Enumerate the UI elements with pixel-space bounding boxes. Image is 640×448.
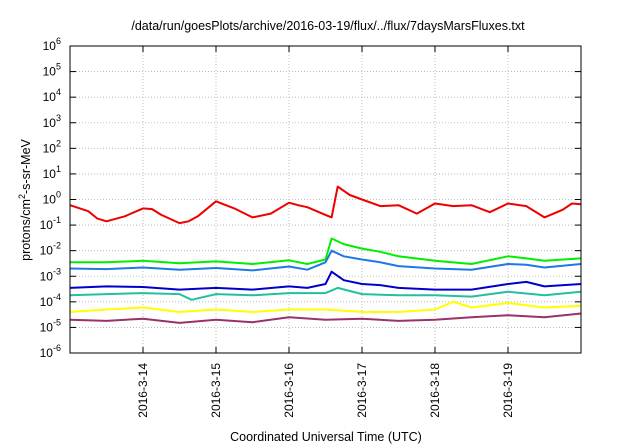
y-tick-label: 102 (43, 138, 61, 155)
y-tick-base: 10 (43, 193, 57, 207)
y-tick-base: 10 (40, 244, 54, 258)
y-tick-base: 10 (43, 90, 57, 104)
y-tick-exponent: -6 (53, 343, 61, 353)
x-tick-label: 2016-3-19 (501, 363, 515, 418)
grid-lines (70, 46, 581, 353)
y-tick-exponent: 6 (56, 36, 61, 46)
x-tick-label: 2016-3-16 (282, 363, 296, 418)
y-tick-exponent: -1 (53, 215, 61, 225)
y-tick-label: 100 (43, 190, 61, 207)
y-tick-label: 103 (43, 113, 61, 130)
y-tick-exponent: 0 (56, 190, 61, 200)
series-line-5 (69, 286, 582, 301)
y-tick-label: 105 (43, 62, 61, 79)
chart-title: /data/run/goesPlots/archive/2016-03-19/f… (131, 19, 525, 33)
series-line-4 (69, 270, 582, 291)
y-tick-label: 10-1 (40, 215, 61, 232)
y-tick-exponent: 3 (56, 113, 61, 123)
y-tick-base: 10 (40, 269, 54, 283)
y-tick-label: 106 (43, 36, 61, 53)
y-label-suffix: -s-sr-MeV (19, 138, 33, 194)
y-axis-ticks: 10-610-510-410-310-210-11001011021031041… (40, 36, 581, 360)
y-tick-label: 10-3 (40, 266, 61, 283)
y-tick-exponent: -2 (53, 241, 61, 251)
y-tick-exponent: 1 (56, 164, 61, 174)
y-tick-base: 10 (40, 295, 54, 309)
y-tick-exponent: -5 (53, 317, 61, 327)
y-axis-label: protons/cm2-s-sr-MeV (17, 138, 33, 260)
x-tick-label: 2016-3-14 (136, 363, 150, 418)
y-tick-label: 10-6 (40, 343, 61, 360)
y-tick-exponent: -4 (53, 292, 61, 302)
y-tick-exponent: 2 (56, 138, 61, 148)
y-tick-base: 10 (43, 116, 57, 130)
y-tick-label: 104 (43, 87, 61, 104)
y-label-superscript: 2 (17, 194, 27, 199)
y-tick-base: 10 (43, 39, 57, 53)
x-tick-label: 2016-3-18 (428, 363, 442, 418)
y-tick-base: 10 (43, 141, 57, 155)
y-label-prefix: protons/cm (19, 199, 33, 261)
y-tick-label: 101 (43, 164, 61, 181)
y-tick-base: 10 (43, 65, 57, 79)
series-line-2 (70, 237, 582, 265)
y-tick-label: 10-2 (40, 241, 61, 258)
y-tick-base: 10 (40, 218, 54, 232)
x-tick-label: 2016-3-15 (209, 363, 223, 418)
y-tick-exponent: -3 (53, 266, 61, 276)
x-axis-ticks: 2016-3-14 2016-3-15 2016-3-16 2016-3-17 2016… (136, 46, 515, 418)
series-line-3 (69, 249, 582, 272)
y-tick-exponent: 5 (56, 62, 61, 72)
series-line-7 (69, 312, 582, 324)
y-tick-base: 10 (40, 320, 54, 334)
y-tick-label: 10-4 (40, 292, 61, 309)
series-line-6 (69, 300, 582, 313)
x-tick-label: 2016-3-17 (355, 363, 369, 418)
x-axis-label: Coordinated Universal Time (UTC) (230, 430, 422, 444)
y-tick-base: 10 (43, 167, 57, 181)
series-line-1 (69, 185, 582, 225)
y-tick-exponent: 4 (56, 87, 61, 97)
y-tick-base: 10 (40, 346, 54, 360)
data-series (69, 185, 582, 324)
y-tick-label: 10-5 (40, 317, 61, 334)
